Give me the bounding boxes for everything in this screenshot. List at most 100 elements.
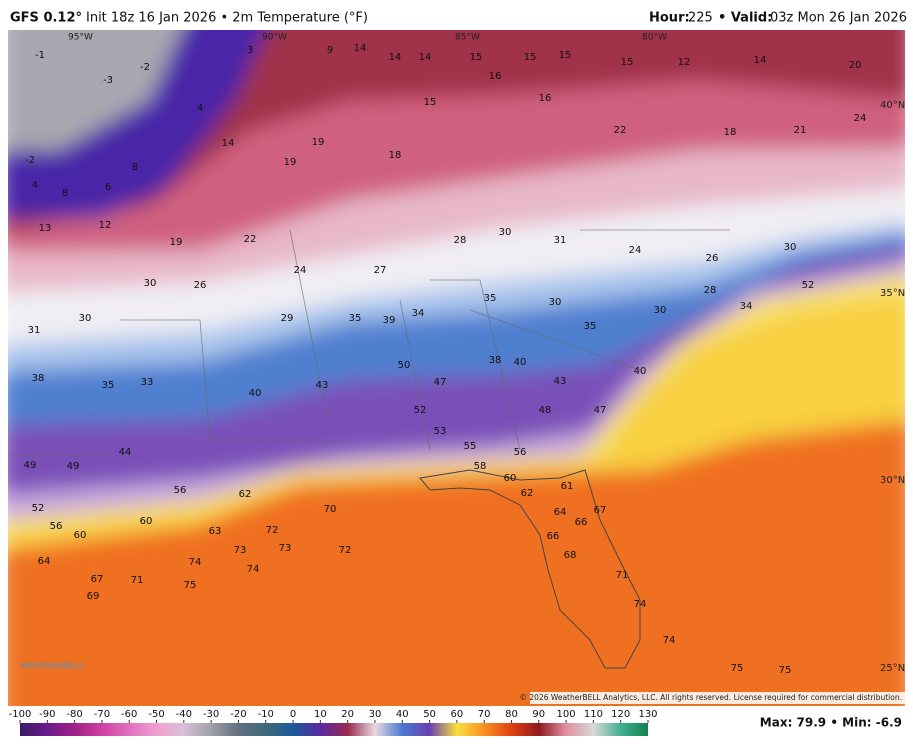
colorbar-tick-label: -20 bbox=[230, 709, 246, 720]
station-temp: 58 bbox=[474, 461, 487, 472]
station-temp: 18 bbox=[724, 127, 737, 138]
station-temp: -2 bbox=[140, 62, 150, 73]
copyright-bg bbox=[530, 692, 905, 704]
station-temp: 30 bbox=[549, 297, 562, 308]
station-temp: 52 bbox=[414, 405, 427, 416]
colorbar-tick-label: 110 bbox=[584, 709, 603, 720]
station-temp: 47 bbox=[434, 377, 447, 388]
station-temp: 3 bbox=[247, 45, 253, 56]
station-temp: 13 bbox=[39, 223, 52, 234]
station-temp: 33 bbox=[141, 377, 154, 388]
station-temp: 56 bbox=[514, 447, 527, 458]
colorbar-tick-label: 50 bbox=[423, 709, 436, 720]
station-temp: 24 bbox=[294, 265, 307, 276]
station-temp: 74 bbox=[189, 557, 202, 568]
station-temp: 28 bbox=[704, 285, 717, 296]
station-temp: 55 bbox=[464, 441, 477, 452]
model-name: GFS 0.12° bbox=[10, 11, 82, 26]
station-temp: 43 bbox=[554, 376, 567, 387]
colorbar-tick-label: 100 bbox=[557, 709, 576, 720]
station-temp: 62 bbox=[239, 489, 252, 500]
station-temp: 15 bbox=[621, 57, 634, 68]
colorbar-tick-label: -80 bbox=[66, 709, 82, 720]
station-temp: 56 bbox=[50, 521, 63, 532]
colorbar-tick-label: -60 bbox=[121, 709, 137, 720]
station-temp: 40 bbox=[249, 388, 262, 399]
state-borders bbox=[10, 229, 730, 456]
colorbar-tick-label: -100 bbox=[9, 709, 32, 720]
max-min: Max: 79.9 • Min: -6.9 bbox=[760, 716, 902, 730]
station-temp: 49 bbox=[67, 461, 80, 472]
station-temp: 67 bbox=[91, 574, 104, 585]
colorbar-tick-label: 10 bbox=[314, 709, 327, 720]
station-temp: 43 bbox=[316, 380, 329, 391]
station-temp: 16 bbox=[539, 93, 552, 104]
station-temp: 72 bbox=[339, 545, 352, 556]
station-temp: 31 bbox=[28, 325, 41, 336]
station-temp: 52 bbox=[32, 503, 45, 514]
station-temp: 60 bbox=[74, 530, 87, 541]
lon-label: 90°W bbox=[262, 33, 287, 43]
station-temp: 75 bbox=[731, 663, 744, 674]
station-temp: -2 bbox=[25, 155, 35, 166]
station-temp: 30 bbox=[784, 242, 797, 253]
station-temp: 24 bbox=[854, 113, 867, 124]
lat-label: 40°N bbox=[880, 100, 905, 111]
valid-time: 03z Mon 26 Jan 2026 bbox=[770, 11, 907, 26]
colorbar-tick-label: -90 bbox=[39, 709, 55, 720]
station-temp: 35 bbox=[349, 313, 362, 324]
station-temp: 30 bbox=[654, 305, 667, 316]
station-temp: 20 bbox=[849, 60, 862, 71]
station-temp: 69 bbox=[87, 591, 100, 602]
station-temp: 15 bbox=[470, 52, 483, 63]
station-temp: 68 bbox=[564, 550, 577, 561]
station-temp: 8 bbox=[132, 162, 138, 173]
station-temp: 38 bbox=[489, 355, 502, 366]
colorbar-tick-label: 40 bbox=[396, 709, 409, 720]
colorbar-tick-label: 80 bbox=[505, 709, 518, 720]
florida-coast bbox=[419, 469, 641, 669]
station-temp: 30 bbox=[499, 227, 512, 238]
station-temp: 16 bbox=[489, 71, 502, 82]
station-temp: 52 bbox=[802, 280, 815, 291]
station-temp: 61 bbox=[561, 481, 574, 492]
station-temp: 74 bbox=[247, 564, 260, 575]
station-temp: 30 bbox=[144, 278, 157, 289]
station-temp: 56 bbox=[174, 485, 187, 496]
station-temp: 48 bbox=[539, 405, 552, 416]
station-temp: 49 bbox=[24, 460, 37, 471]
station-temp: 67 bbox=[594, 505, 607, 516]
hour: 225 bbox=[688, 11, 713, 26]
station-temp: 34 bbox=[412, 308, 425, 319]
copyright: © 2026 WeatherBELL Analytics, LLC. All r… bbox=[520, 693, 902, 702]
station-temp: 64 bbox=[554, 507, 567, 518]
cold-core bbox=[8, 30, 182, 150]
station-temp: 73 bbox=[234, 545, 247, 556]
station-temp: 15 bbox=[524, 52, 537, 63]
station-temp: 50 bbox=[398, 360, 411, 371]
station-temp: 66 bbox=[547, 531, 560, 542]
station-temp: 26 bbox=[706, 253, 719, 264]
station-temp: 72 bbox=[266, 525, 279, 536]
station-temp: 74 bbox=[634, 599, 647, 610]
station-temp: 47 bbox=[594, 405, 607, 416]
station-temp: 14 bbox=[389, 52, 402, 63]
station-temp: -1 bbox=[35, 50, 45, 61]
station-temp: 19 bbox=[284, 157, 297, 168]
colorbar-tick-label: -50 bbox=[148, 709, 164, 720]
colorbar-tick-label: 120 bbox=[611, 709, 630, 720]
station-temp: 24 bbox=[629, 245, 642, 256]
station-temp: 64 bbox=[38, 556, 51, 567]
station-temp: 40 bbox=[634, 366, 647, 377]
colorbar-tick-label: -10 bbox=[258, 709, 274, 720]
colorbar-tick-label: 90 bbox=[532, 709, 545, 720]
station-temp: 19 bbox=[170, 237, 183, 248]
station-temp: 66 bbox=[575, 517, 588, 528]
station-temp: 35 bbox=[584, 321, 597, 332]
lon-label: 85°W bbox=[455, 33, 480, 43]
station-temp: 19 bbox=[312, 137, 325, 148]
station-temp: 63 bbox=[209, 526, 222, 537]
